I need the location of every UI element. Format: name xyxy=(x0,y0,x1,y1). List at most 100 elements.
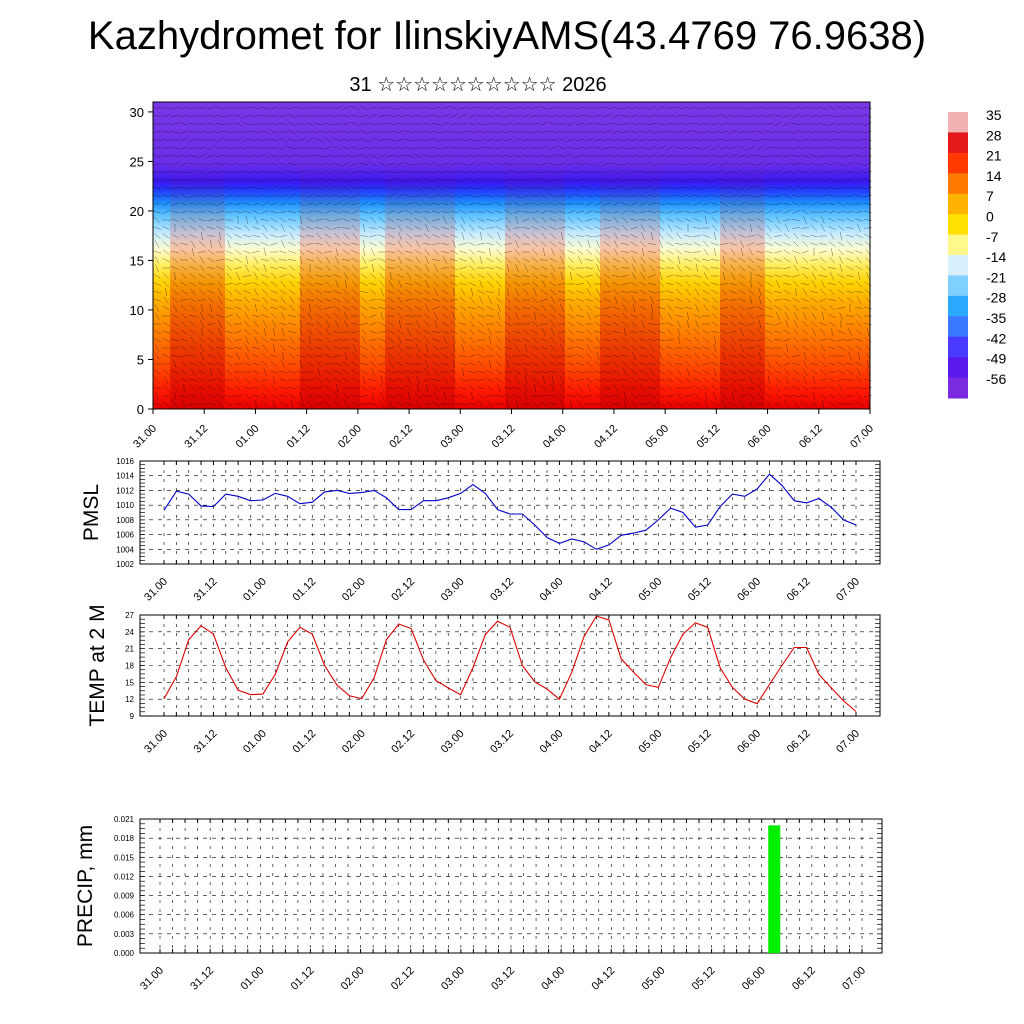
wind-barb xyxy=(855,242,863,246)
wind-barb xyxy=(396,265,404,271)
wind-barb xyxy=(432,385,440,391)
wind-barb xyxy=(477,345,485,351)
wind-barb xyxy=(621,361,629,367)
wind-barb xyxy=(512,147,522,149)
wind-barb xyxy=(783,362,791,366)
wind-barb xyxy=(469,344,475,352)
wind-barb xyxy=(171,314,179,318)
wind-barb xyxy=(362,376,366,384)
wind-barb xyxy=(180,242,188,246)
wind-barb xyxy=(818,243,828,245)
wind-barb xyxy=(576,186,584,190)
wind-barb xyxy=(603,355,611,357)
wind-barb xyxy=(216,138,224,142)
wind-barb xyxy=(477,138,485,142)
wind-barb xyxy=(576,106,584,110)
wind-barb xyxy=(549,371,557,373)
wind-barb xyxy=(630,393,638,399)
wind-barb xyxy=(765,250,773,254)
wind-barb xyxy=(694,392,700,400)
wind-barb xyxy=(469,248,475,256)
wind-barb xyxy=(450,250,458,254)
wind-barb xyxy=(793,304,799,312)
wind-barb xyxy=(504,122,512,126)
wind-barb xyxy=(624,328,626,336)
wind-barb xyxy=(621,346,629,350)
wind-barb xyxy=(531,321,539,327)
wind-barb xyxy=(577,240,583,248)
wind-barb xyxy=(702,114,710,118)
wind-barb xyxy=(451,336,457,344)
wind-barb xyxy=(729,401,737,407)
wind-barb xyxy=(324,298,332,302)
wind-barb xyxy=(684,107,692,109)
wind-barb xyxy=(783,194,791,198)
wind-barb xyxy=(765,289,773,295)
wind-barb xyxy=(711,122,719,126)
wind-barb xyxy=(252,394,260,398)
wind-barb xyxy=(234,346,242,350)
wind-barb xyxy=(594,186,602,190)
wind-barb xyxy=(576,330,584,334)
wind-barb xyxy=(585,186,593,190)
wind-barb xyxy=(692,251,702,253)
wind-barb xyxy=(828,386,836,390)
wind-barb xyxy=(612,130,620,134)
wind-barb xyxy=(657,339,665,341)
wind-barb xyxy=(333,162,341,166)
wind-barb xyxy=(415,392,421,400)
wind-barb xyxy=(459,266,467,270)
wind-barb xyxy=(442,256,448,264)
wind-barb xyxy=(153,298,161,302)
wind-barb xyxy=(801,240,809,248)
wind-barb xyxy=(487,280,493,288)
wind-barb xyxy=(425,224,429,232)
heatmap-x-tick-label: 03.12 xyxy=(490,423,518,451)
wind-barb xyxy=(477,203,485,205)
wind-barb xyxy=(702,107,710,109)
wind-barb xyxy=(559,400,565,408)
wind-barb xyxy=(586,384,592,392)
wind-barb xyxy=(531,361,539,367)
wind-barb xyxy=(560,376,564,384)
wind-barb xyxy=(361,328,367,336)
wind-barb xyxy=(197,403,207,405)
wind-barb xyxy=(837,225,845,231)
wind-barb xyxy=(414,186,422,190)
wind-barb xyxy=(407,328,411,336)
wind-barb xyxy=(864,218,872,222)
wind-barb xyxy=(468,131,476,133)
wind-barb xyxy=(190,336,196,344)
wind-barb xyxy=(505,216,511,224)
wind-barb xyxy=(244,392,250,400)
wind-barb xyxy=(648,194,656,198)
wind-barb xyxy=(495,361,503,367)
wind-barb xyxy=(351,361,359,367)
colorbar-label: 14 xyxy=(986,168,1002,184)
wind-barb xyxy=(631,264,637,272)
wind-barb xyxy=(684,345,692,351)
wind-barb xyxy=(234,234,242,238)
wind-barb xyxy=(640,224,646,232)
wind-barb xyxy=(198,282,206,286)
wind-barb xyxy=(278,179,288,181)
wind-barb xyxy=(792,122,800,126)
wind-barb xyxy=(414,297,422,303)
wind-barb xyxy=(792,170,800,174)
wind-barb xyxy=(567,210,575,214)
wind-barb xyxy=(603,114,611,118)
wind-barb xyxy=(378,139,386,141)
wind-barb xyxy=(262,232,268,240)
wind-barb xyxy=(234,338,242,342)
wind-barb xyxy=(812,376,816,384)
wind-barb xyxy=(424,368,430,376)
wind-barb xyxy=(315,266,323,270)
wind-barb xyxy=(369,114,377,118)
wind-barb xyxy=(180,395,188,397)
wind-barb xyxy=(568,328,574,336)
wind-barb xyxy=(450,114,458,118)
wind-barb xyxy=(702,131,710,133)
y-tick-label: 9 xyxy=(130,712,135,721)
wind-barb xyxy=(387,210,395,214)
wind-barb xyxy=(539,155,549,157)
